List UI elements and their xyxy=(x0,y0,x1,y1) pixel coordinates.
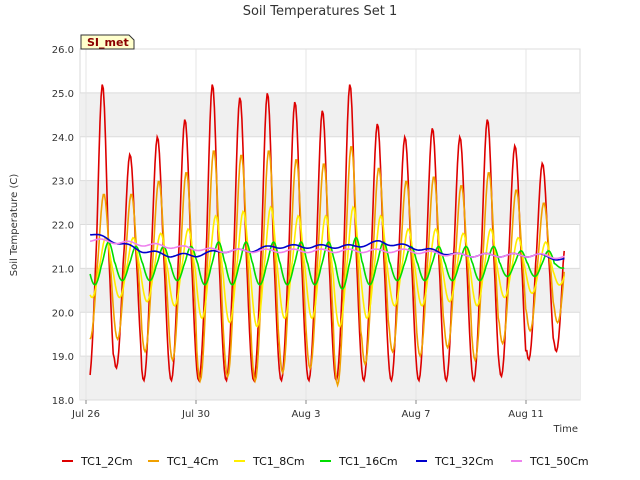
grid-band xyxy=(80,180,580,225)
legend-label: TC1_16Cm xyxy=(338,455,398,468)
y-tick-label: 18.0 xyxy=(52,396,74,407)
y-axis-label: Soil Temperature (C) xyxy=(9,174,20,277)
legend-label: TC1_2Cm xyxy=(80,455,133,468)
y-tick-label: 24.0 xyxy=(52,133,74,144)
legend-label: TC1_8Cm xyxy=(252,455,305,468)
y-tick-label: 23.0 xyxy=(52,177,74,188)
legend-label: TC1_32Cm xyxy=(434,455,494,468)
y-tick-label: 19.0 xyxy=(52,352,74,363)
si-met-label: SI_met xyxy=(87,36,129,49)
x-tick-label: Jul 30 xyxy=(181,409,210,420)
legend-label: TC1_4Cm xyxy=(166,455,219,468)
y-axis-ticks: 18.0 19.0 20.0 21.0 22.0 23.0 24.0 25.0 26.0 xyxy=(52,45,74,407)
y-tick-label: 25.0 xyxy=(52,89,74,100)
chart-legend: TC1_2Cm TC1_4Cm TC1_8Cm TC1_16Cm TC1_32Cm TC1… xyxy=(62,455,589,468)
si-met-badge: SI_met xyxy=(80,34,135,50)
x-tick-label: Jul 26 xyxy=(71,409,100,420)
series-line-tc1-4cm xyxy=(89,146,565,388)
series-line-tc1-8cm xyxy=(89,205,565,328)
x-tick-label: Aug 7 xyxy=(401,409,430,420)
chart-title: Soil Temperatures Set 1 xyxy=(243,4,398,19)
y-tick-label: 20.0 xyxy=(52,308,74,319)
series-layer xyxy=(89,84,565,388)
grid-band xyxy=(80,92,580,137)
y-tick-label: 26.0 xyxy=(52,45,74,56)
x-tick-label: Aug 3 xyxy=(291,409,320,420)
series-line-tc1-16cm xyxy=(89,236,565,290)
legend-label: TC1_50Cm xyxy=(529,455,589,468)
x-axis-label: Time xyxy=(553,424,578,435)
grid-band xyxy=(80,356,580,400)
x-tick-label: Aug 11 xyxy=(508,409,543,420)
y-tick-label: 22.0 xyxy=(52,221,74,232)
y-tick-label: 21.0 xyxy=(52,264,74,275)
series-line-tc1-50cm xyxy=(89,238,565,260)
x-axis-ticks: Jul 26 Jul 30 Aug 3 Aug 7 Aug 11 xyxy=(71,400,544,420)
